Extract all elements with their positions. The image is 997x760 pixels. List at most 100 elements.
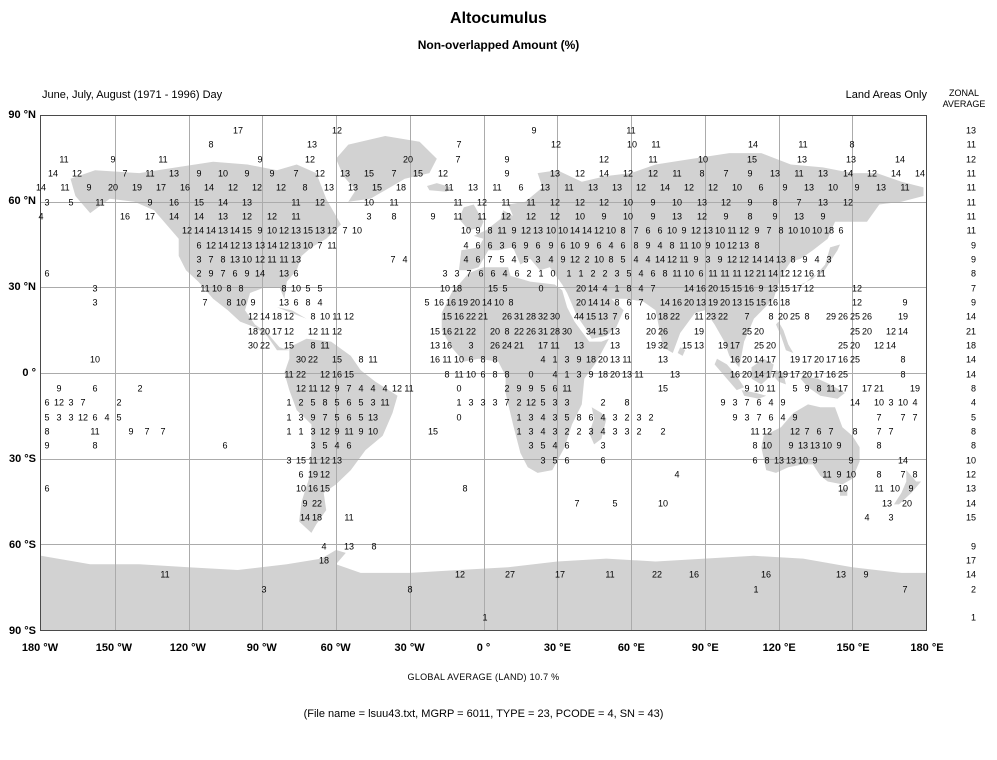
- zonal-average-value: 9: [970, 297, 976, 308]
- grid-value: 5: [322, 440, 328, 451]
- grid-value: 10: [235, 297, 247, 308]
- grid-value: 11: [497, 225, 507, 236]
- grid-value: 8: [614, 297, 620, 308]
- grid-value: 9: [511, 225, 517, 236]
- grid-value: 11: [477, 211, 487, 222]
- grid-value: 3: [744, 412, 750, 423]
- grid-value: 10: [465, 369, 477, 380]
- grid-value: 6: [816, 426, 822, 437]
- grid-value: 9: [56, 383, 62, 394]
- grid-value: 13: [573, 340, 585, 351]
- grid-value: 14: [205, 225, 217, 236]
- zonal-average-value: 11: [966, 168, 976, 179]
- grid-value: 20: [901, 498, 913, 509]
- grid-value: 13: [695, 297, 707, 308]
- grid-value: 8: [778, 225, 784, 236]
- grid-value: 9: [744, 383, 750, 394]
- grid-value: 11: [622, 354, 632, 365]
- grid-value: 11: [291, 211, 301, 222]
- grid-value: 44: [573, 311, 585, 322]
- grid-value: 7: [80, 397, 86, 408]
- grid-value: 19: [693, 326, 705, 337]
- grid-value: 1: [614, 283, 620, 294]
- grid-value: 3: [888, 397, 894, 408]
- grid-value: 9: [732, 412, 738, 423]
- grid-value: 2: [624, 412, 630, 423]
- grid-value: 17: [554, 569, 566, 580]
- global-average-label: GLOBAL AVERAGE (LAND) 10.7 %: [407, 672, 560, 682]
- grid-value: 21: [873, 383, 885, 394]
- grid-value: 7: [317, 240, 323, 251]
- grid-value: 9: [302, 498, 308, 509]
- grid-value: 8: [626, 283, 632, 294]
- grid-value: 17: [765, 354, 777, 365]
- grid-value: 20: [813, 354, 825, 365]
- grid-value: 6: [588, 412, 594, 423]
- grid-value: 1: [753, 584, 759, 595]
- grid-value: 7: [504, 397, 510, 408]
- grid-value: 20: [489, 326, 501, 337]
- grid-value: 0: [550, 268, 556, 279]
- grid-value: 11: [454, 369, 464, 380]
- grid-value: 9: [548, 240, 554, 251]
- grid-value: 10: [671, 197, 683, 208]
- grid-value: 10: [545, 225, 557, 236]
- grid-value: 11: [368, 354, 378, 365]
- grid-value: 2: [196, 268, 202, 279]
- grid-value: 5: [334, 412, 340, 423]
- grid-value: 18: [451, 283, 463, 294]
- grid-value: 12: [647, 168, 659, 179]
- grid-value: 5: [502, 283, 508, 294]
- grid-value: 1: [456, 397, 462, 408]
- continent-shape: [741, 390, 767, 399]
- grid-value: 6: [518, 182, 524, 193]
- grid-value: 3: [612, 412, 618, 423]
- grid-value: 13: [803, 182, 815, 193]
- grid-value: 11: [822, 469, 832, 480]
- lon-tick-label: 60 °W: [320, 642, 351, 654]
- grid-value: 8: [208, 139, 214, 150]
- grid-value: 9: [836, 469, 842, 480]
- grid-value: 6: [468, 354, 474, 365]
- grid-value: 12: [247, 311, 259, 322]
- grid-value: 12: [593, 225, 605, 236]
- grid-value: 10: [367, 426, 379, 437]
- zonal-average-value: 9: [970, 541, 976, 552]
- grid-value: 12: [77, 412, 89, 423]
- grid-value: 7: [828, 426, 834, 437]
- grid-value: 15: [331, 354, 343, 365]
- grid-value: 10: [897, 397, 909, 408]
- grid-value: 6: [475, 240, 481, 251]
- grid-value: 10: [217, 168, 229, 179]
- grid-value: 11: [145, 168, 155, 179]
- grid-value: 14: [229, 225, 241, 236]
- grid-value: 10: [889, 483, 901, 494]
- grid-value: 13: [731, 297, 743, 308]
- grid-value: 11: [404, 383, 414, 394]
- grid-value: 9: [788, 440, 794, 451]
- grid-value: 17: [144, 211, 156, 222]
- grid-value: 11: [648, 154, 658, 165]
- grid-value: 16: [825, 369, 837, 380]
- grid-value: 3: [540, 455, 546, 466]
- grid-value: 9: [772, 211, 778, 222]
- grid-value: 15: [487, 283, 499, 294]
- grid-value: 3: [366, 211, 372, 222]
- grid-value: 9: [475, 225, 481, 236]
- grid-value: 17: [825, 354, 837, 365]
- grid-value: 13: [597, 311, 609, 322]
- grid-value: 10: [761, 440, 773, 451]
- grid-value: 17: [537, 340, 549, 351]
- grid-value: 11: [651, 139, 661, 150]
- grid-value: 9: [747, 168, 753, 179]
- grid-value: 4: [511, 254, 517, 265]
- grid-value: 11: [634, 369, 644, 380]
- grid-value: 8: [764, 455, 770, 466]
- grid-value: 9: [747, 197, 753, 208]
- grid-value: 11: [308, 455, 318, 466]
- grid-value: 16: [803, 268, 815, 279]
- grid-value: 5: [523, 254, 529, 265]
- grid-value: 9: [863, 569, 869, 580]
- grid-value: 19: [717, 340, 729, 351]
- grid-value: 19: [307, 469, 319, 480]
